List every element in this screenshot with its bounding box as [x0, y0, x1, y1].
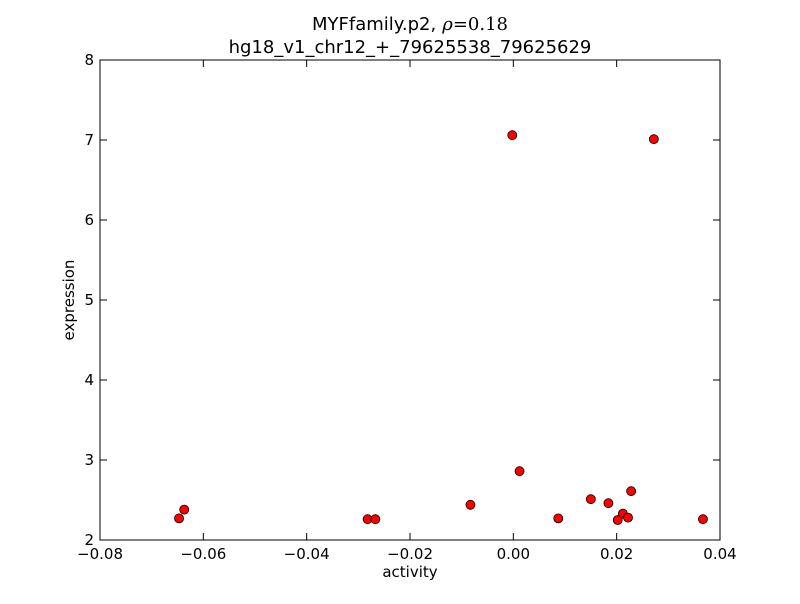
- x-tick-label: 0.00: [497, 545, 530, 563]
- x-tick-label: 0.02: [600, 545, 633, 563]
- y-tick-label: 3: [84, 451, 94, 469]
- y-tick-label: 7: [84, 131, 94, 149]
- data-point: [698, 514, 708, 525]
- x-tick-label: −0.08: [77, 545, 123, 563]
- x-tick-label: −0.06: [180, 545, 226, 563]
- data-point: [507, 130, 518, 141]
- y-tick-label: 5: [84, 291, 94, 309]
- x-tick-label: −0.04: [284, 545, 330, 563]
- data-points: [174, 130, 708, 525]
- data-point: [370, 514, 381, 525]
- data-point: [174, 513, 184, 524]
- y-tick-label: 4: [84, 371, 94, 389]
- x-tick-label: −0.02: [387, 545, 433, 563]
- chart-title-rho-value: =0.18: [453, 14, 508, 35]
- data-point: [553, 513, 564, 524]
- data-point: [465, 499, 476, 510]
- chart-title-main: MYFfamily.p2,: [312, 14, 436, 35]
- x-tick-label: 0.04: [703, 545, 736, 563]
- y-tick-label: 2: [84, 531, 94, 549]
- data-point: [179, 504, 190, 515]
- chart-subtitle: hg18_v1_chr12_+_79625538_79625629: [229, 37, 592, 58]
- chart-title: MYFfamily.p2, ρ=0.18: [312, 14, 508, 35]
- plot-frame: [99, 59, 721, 541]
- y-tick-label: 6: [84, 211, 94, 229]
- data-point: [603, 498, 614, 509]
- data-point: [623, 512, 633, 523]
- y-tick-label: 8: [84, 51, 94, 69]
- data-point: [514, 466, 525, 477]
- plot-background: [100, 60, 720, 540]
- x-axis-label: activity: [382, 563, 437, 581]
- chart-title-rho-symbol: ρ: [441, 14, 453, 35]
- y-axis-label: expression: [60, 260, 78, 341]
- data-point: [626, 486, 637, 497]
- data-point: [585, 494, 596, 505]
- axis-ticks: −0.08 −0.06 −0.04 −0.02 0.00 0.02 0.04 2 3 4 5 6 7 8: [77, 51, 737, 563]
- plot-area: [100, 60, 720, 540]
- data-point: [612, 515, 623, 525]
- data-point: [648, 134, 659, 145]
